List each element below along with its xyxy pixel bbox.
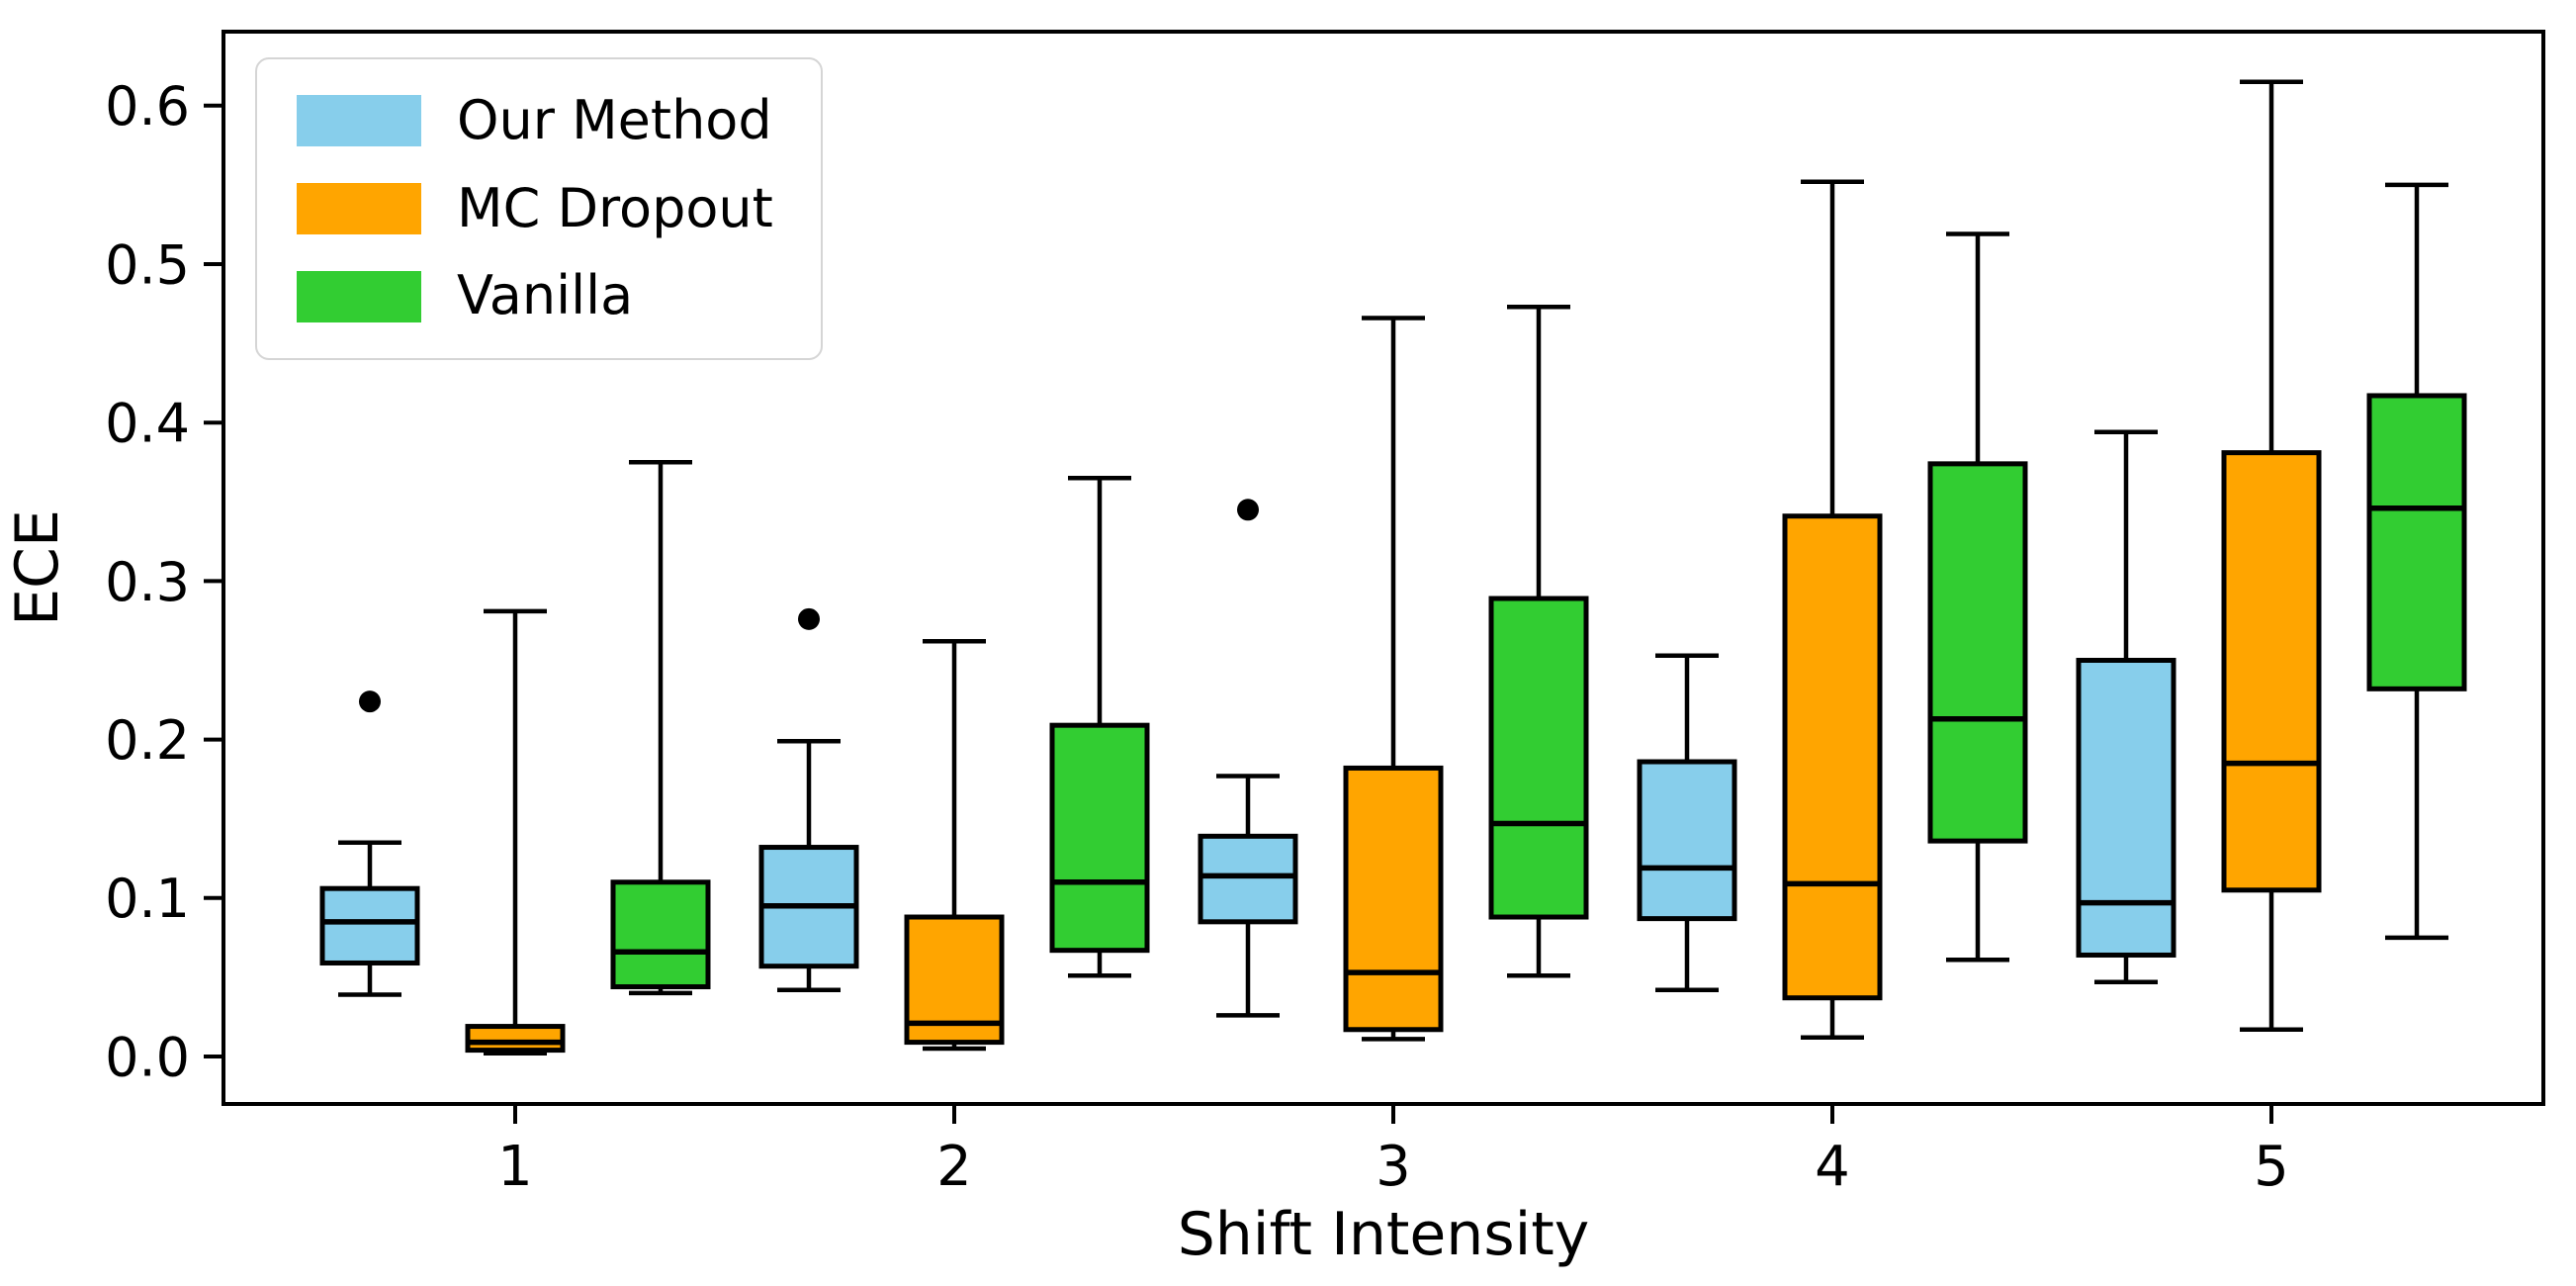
legend-label-vanilla: Vanilla [457, 264, 634, 327]
outlier-point [359, 690, 381, 713]
x-axis-title: Shift Intensity [1178, 1200, 1590, 1269]
x-tick-label-5: 5 [2254, 1135, 2289, 1199]
box-rect [319, 885, 420, 965]
x-tick-label-4: 4 [1815, 1135, 1850, 1199]
x-tick-label-2: 2 [936, 1135, 972, 1199]
box-rect [610, 879, 711, 990]
box-our-method-4 [1637, 653, 1737, 992]
box-rect [1782, 513, 1883, 1001]
legend-swatch-vanilla [297, 270, 421, 322]
y-tick-label-0.0: 0.0 [105, 1026, 190, 1088]
box-vanilla-1 [610, 460, 711, 996]
y-tick-label-0.2: 0.2 [105, 709, 190, 772]
legend-item-vanilla: Vanilla [297, 268, 773, 324]
box-rect [1198, 833, 1298, 925]
box-rect [1343, 765, 1444, 1033]
box-rect [2366, 393, 2467, 691]
box-vanilla-3 [1488, 305, 1589, 978]
plot-border [222, 30, 2545, 1106]
box-rect [2221, 450, 2322, 893]
outlier-point [798, 607, 820, 630]
y-tick-label-0.5: 0.5 [105, 233, 190, 296]
y-tick-label-0.6: 0.6 [105, 75, 190, 138]
legend-swatch-our-method [297, 95, 421, 147]
box-mc-dropout-2 [904, 639, 1005, 1052]
outlier-point [1237, 499, 1259, 521]
legend-item-our-method: Our Method [297, 89, 773, 151]
y-tick-label-0.1: 0.1 [105, 868, 190, 930]
legend-item-mc-dropout: MC Dropout [297, 176, 773, 239]
legend: Our Method MC Dropout Vanilla [255, 57, 823, 361]
box-our-method-3 [1198, 499, 1298, 1018]
box-rect [1637, 759, 1737, 922]
box-rect [1488, 596, 1589, 920]
x-tick-label-3: 3 [1376, 1135, 1411, 1199]
box-vanilla-4 [1927, 231, 2028, 963]
y-tick-label-0.3: 0.3 [105, 551, 190, 613]
box-rect [2076, 658, 2176, 958]
box-rect [1927, 461, 2028, 844]
y-tick-label-0.4: 0.4 [105, 393, 190, 455]
box-mc-dropout-3 [1343, 316, 1444, 1042]
box-our-method-2 [758, 607, 859, 992]
legend-swatch-mc-dropout [297, 183, 421, 235]
box-vanilla-5 [2366, 182, 2467, 941]
box-our-method-1 [319, 690, 420, 997]
y-axis-title: ECE [3, 509, 72, 626]
legend-label-mc-dropout: MC Dropout [457, 176, 773, 239]
box-rect [465, 1024, 566, 1054]
box-our-method-5 [2076, 429, 2176, 984]
box-rect [1049, 722, 1150, 954]
box-mc-dropout-4 [1782, 179, 1883, 1041]
x-tick-label-1: 1 [497, 1135, 533, 1199]
box-mc-dropout-1 [465, 608, 566, 1056]
box-mc-dropout-5 [2221, 79, 2322, 1033]
legend-label-our-method: Our Method [457, 89, 772, 151]
box-vanilla-2 [1049, 476, 1150, 978]
